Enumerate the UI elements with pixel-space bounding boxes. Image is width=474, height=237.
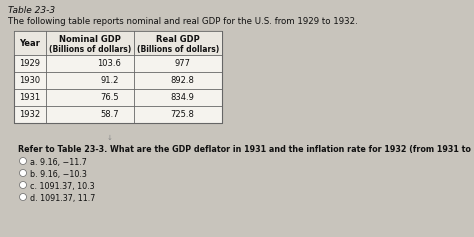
Text: Year: Year — [19, 38, 40, 47]
Text: d. 1091.37, 11.7: d. 1091.37, 11.7 — [30, 194, 95, 203]
Text: 725.8: 725.8 — [171, 110, 194, 119]
Text: 76.5: 76.5 — [100, 93, 118, 102]
Text: (Billions of dollars): (Billions of dollars) — [137, 45, 219, 54]
Text: 1930: 1930 — [19, 76, 41, 85]
Text: 58.7: 58.7 — [100, 110, 118, 119]
Text: b. 9.16, −10.3: b. 9.16, −10.3 — [30, 170, 87, 179]
Circle shape — [19, 169, 27, 177]
Text: Real GDP: Real GDP — [156, 35, 200, 44]
Circle shape — [19, 182, 27, 188]
Circle shape — [19, 158, 27, 164]
Text: c. 1091.37, 10.3: c. 1091.37, 10.3 — [30, 182, 95, 191]
Text: Table 23-3: Table 23-3 — [8, 6, 55, 15]
Text: 1929: 1929 — [19, 59, 40, 68]
Text: 91.2: 91.2 — [100, 76, 118, 85]
Text: The following table reports nominal and real GDP for the U.S. from 1929 to 1932.: The following table reports nominal and … — [8, 17, 358, 26]
Text: 977: 977 — [174, 59, 191, 68]
Text: a. 9.16, −11.7: a. 9.16, −11.7 — [30, 158, 87, 167]
Text: 892.8: 892.8 — [171, 76, 194, 85]
Text: Refer to Table 23-3. What are the GDP deflator in 1931 and the inflation rate fo: Refer to Table 23-3. What are the GDP de… — [18, 145, 474, 154]
Bar — [14, 31, 222, 55]
Text: 1932: 1932 — [19, 110, 41, 119]
Text: 103.6: 103.6 — [98, 59, 121, 68]
Circle shape — [19, 193, 27, 201]
Text: (Billions of dollars): (Billions of dollars) — [49, 45, 131, 54]
Text: ↓: ↓ — [107, 135, 113, 141]
Bar — [14, 31, 222, 123]
Text: 1931: 1931 — [19, 93, 41, 102]
Text: 834.9: 834.9 — [171, 93, 194, 102]
Text: Nominal GDP: Nominal GDP — [59, 35, 121, 44]
